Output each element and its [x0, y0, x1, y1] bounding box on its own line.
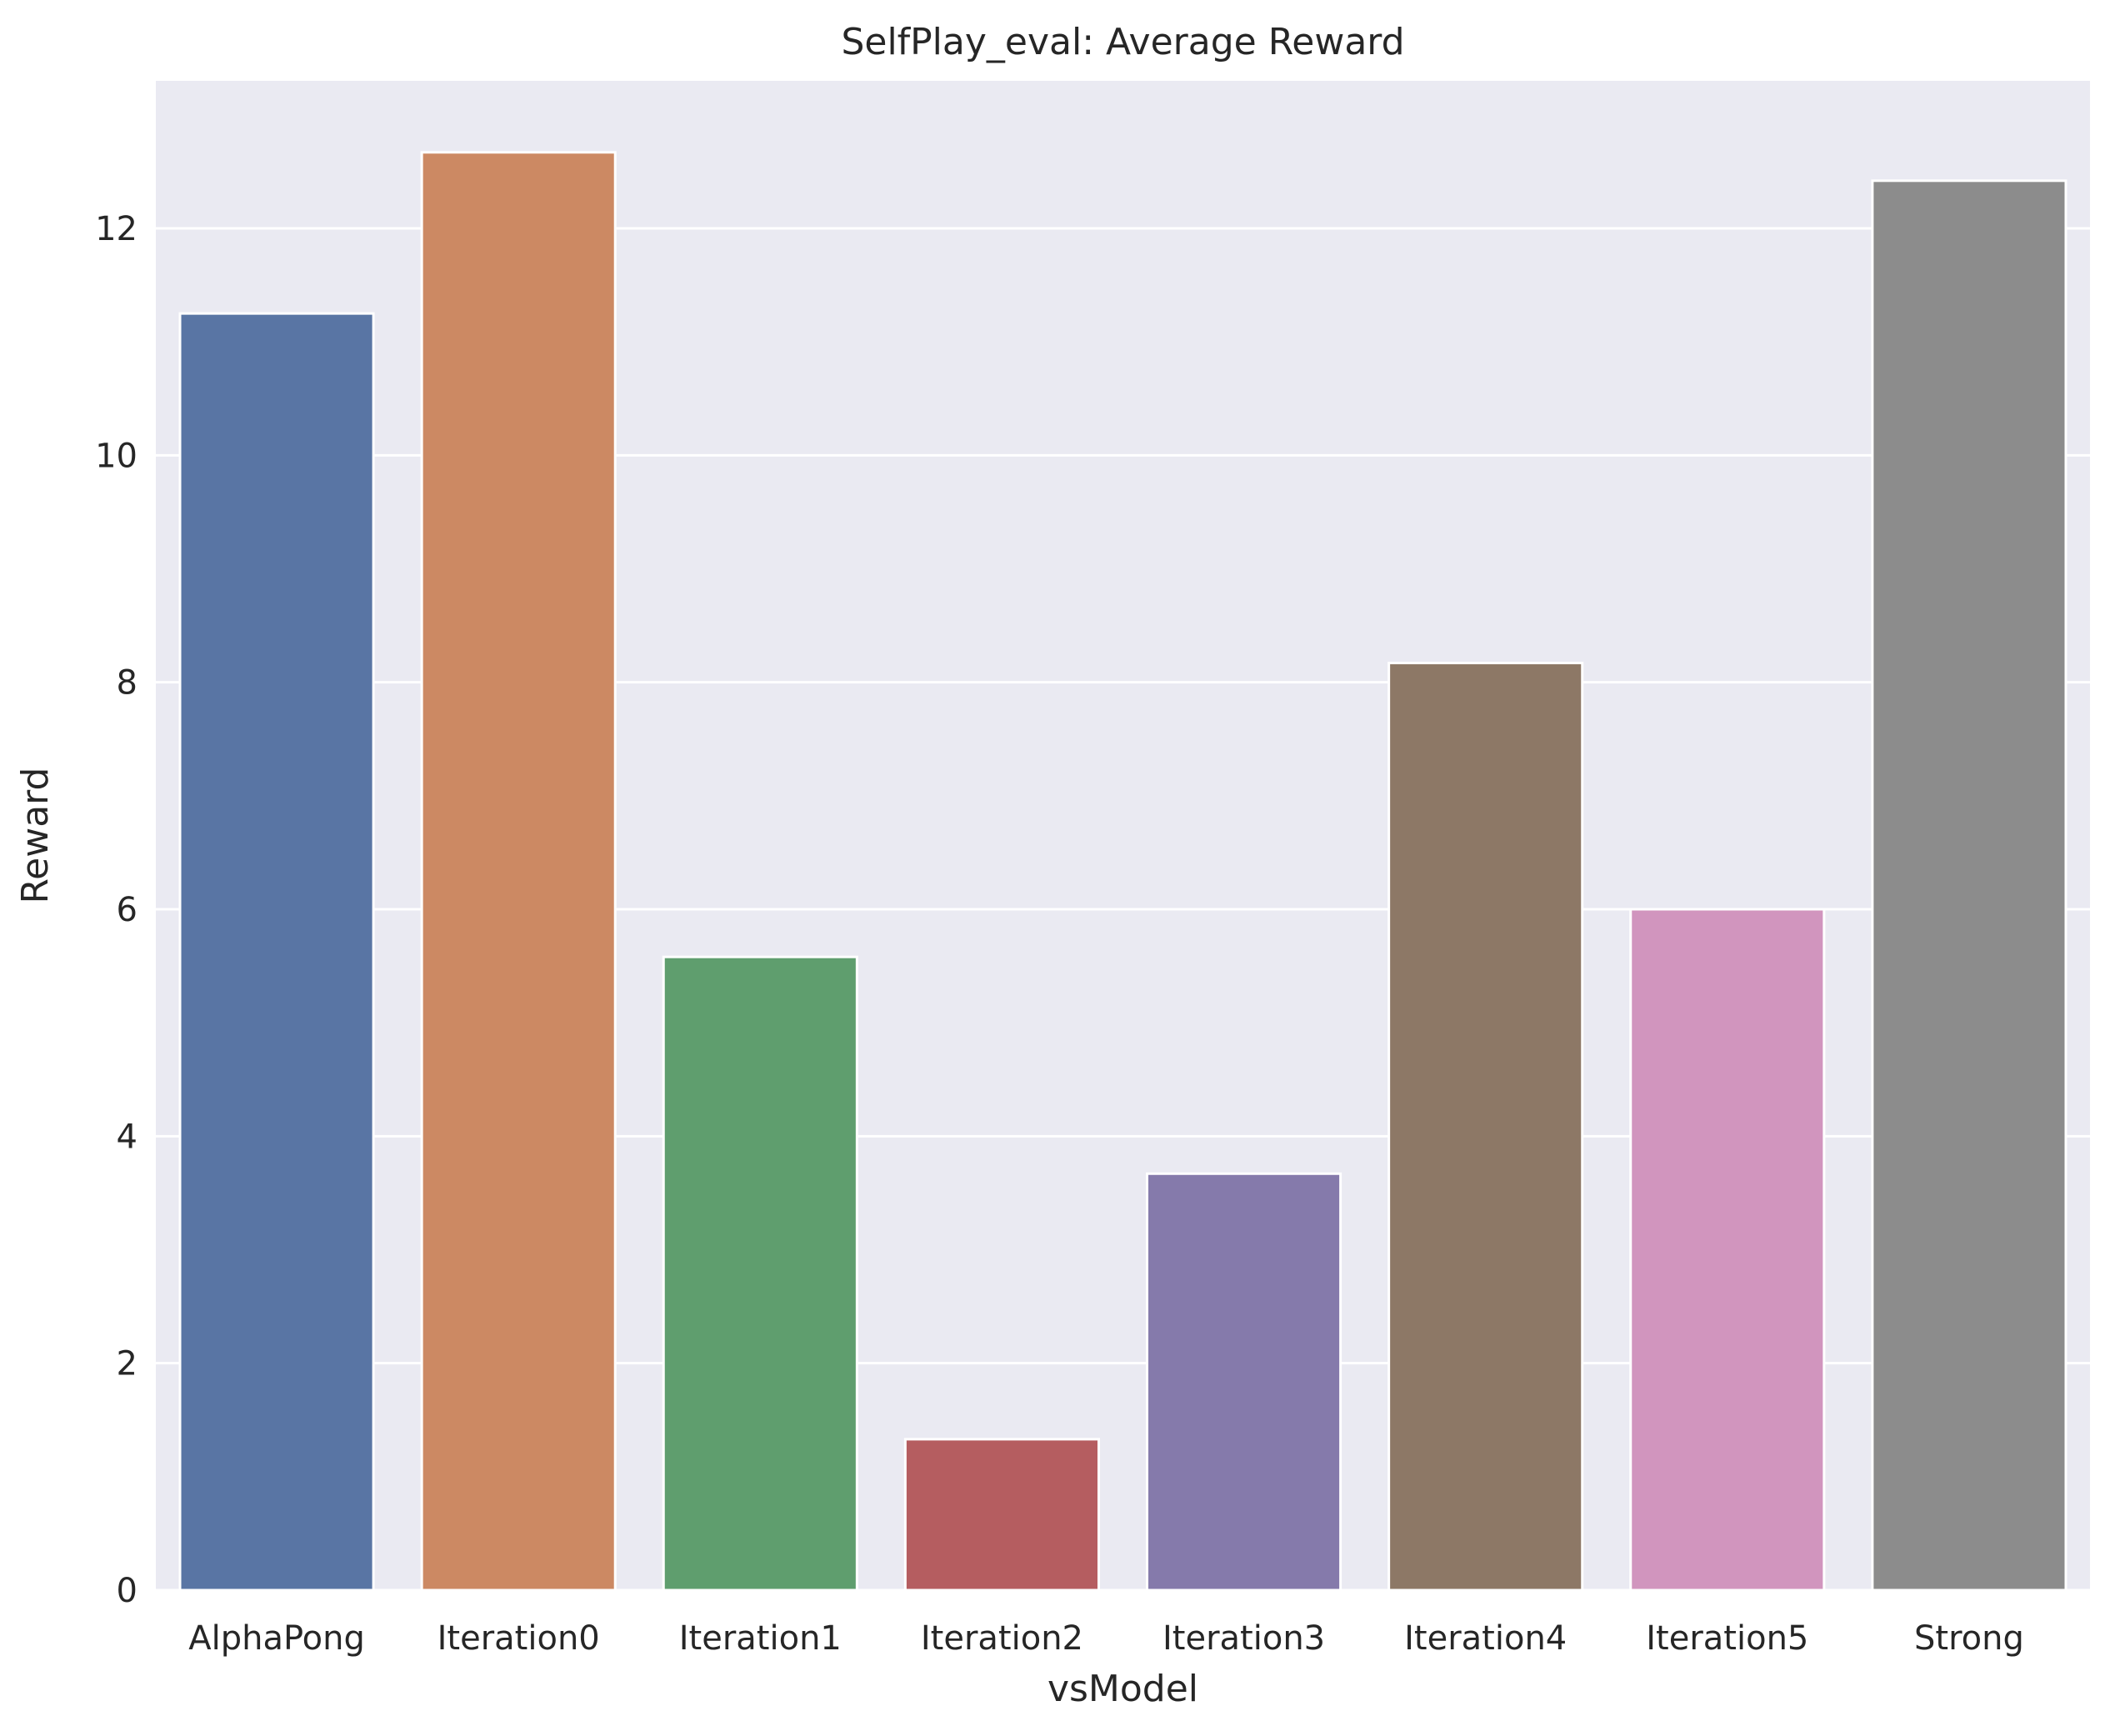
- x-tick-labels: AlphaPong Iteration0 Iteration1 Iteration2 I…: [188, 1619, 2024, 1658]
- x-tick-label: Iteration1: [679, 1619, 842, 1658]
- bar-iteration3: [1146, 1172, 1342, 1592]
- y-tick-label: 12: [95, 210, 138, 248]
- bar-iteration2: [903, 1438, 1100, 1592]
- y-axis-label: Reward: [14, 768, 57, 904]
- bar-iteration1: [662, 955, 858, 1592]
- x-tick-label: Iteration2: [921, 1619, 1083, 1658]
- x-tick-label: Strong: [1914, 1619, 2024, 1658]
- y-tick-label: 8: [117, 664, 138, 703]
- x-tick-label: Iteration0: [438, 1619, 600, 1658]
- y-tick-label: 2: [117, 1345, 138, 1383]
- bar-iteration0: [420, 151, 617, 1592]
- x-tick-label: Iteration5: [1646, 1619, 1808, 1658]
- x-axis-label: vsModel: [1048, 1668, 1198, 1710]
- chart-title: SelfPlay_eval: Average Reward: [841, 21, 1404, 63]
- y-tick-labels: 0 2 4 6 8 10 12: [95, 210, 138, 1610]
- y-tick-label: 10: [95, 437, 138, 475]
- bars: [178, 151, 2068, 1592]
- y-tick-label: 0: [117, 1572, 138, 1610]
- x-tick-label: Iteration3: [1162, 1619, 1325, 1658]
- x-tick-label: Iteration4: [1404, 1619, 1567, 1658]
- bar-iteration5: [1629, 908, 1826, 1592]
- bar-strong: [1871, 179, 2068, 1592]
- x-tick-label: AlphaPong: [188, 1619, 365, 1658]
- y-tick-label: 4: [117, 1118, 138, 1156]
- bar-alphapong: [178, 312, 375, 1592]
- bar-iteration4: [1388, 662, 1584, 1592]
- y-tick-label: 6: [117, 891, 138, 929]
